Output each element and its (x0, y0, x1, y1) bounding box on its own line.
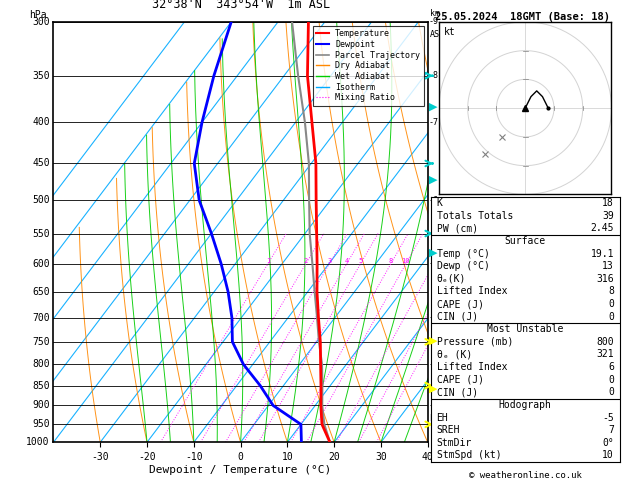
Text: PW (cm): PW (cm) (437, 224, 477, 233)
Text: 500: 500 (32, 195, 50, 205)
Text: 8: 8 (608, 286, 614, 296)
Text: 4: 4 (345, 258, 349, 264)
Text: ▶: ▶ (429, 384, 438, 394)
Text: CAPE (J): CAPE (J) (437, 375, 484, 385)
Text: 350: 350 (32, 70, 50, 81)
Text: 316: 316 (596, 274, 614, 284)
Text: Temp (°C): Temp (°C) (437, 248, 489, 259)
Text: Pressure (mb): Pressure (mb) (437, 337, 513, 347)
Text: Mixing Ratio (g/kg): Mixing Ratio (g/kg) (448, 216, 457, 312)
Text: 10: 10 (602, 451, 614, 460)
Text: LCL: LCL (429, 414, 444, 423)
Text: ▶: ▶ (429, 102, 438, 112)
Text: Lifted Index: Lifted Index (437, 362, 507, 372)
Text: 18: 18 (602, 198, 614, 208)
Text: 2: 2 (304, 258, 308, 264)
Text: 0: 0 (608, 312, 614, 322)
Text: 400: 400 (32, 117, 50, 127)
Text: Dewp (°C): Dewp (°C) (437, 261, 489, 271)
Text: -5: -5 (602, 413, 614, 422)
Text: 800: 800 (596, 337, 614, 347)
Text: ▶: ▶ (429, 335, 438, 345)
Text: 13: 13 (602, 261, 614, 271)
Text: 2.45: 2.45 (591, 224, 614, 233)
Text: 0: 0 (608, 375, 614, 385)
Text: 7: 7 (608, 425, 614, 435)
Text: -8: -8 (429, 71, 439, 80)
Text: 19.1: 19.1 (591, 248, 614, 259)
Text: -3: -3 (429, 313, 439, 322)
Text: 600: 600 (32, 259, 50, 269)
Text: 450: 450 (32, 158, 50, 169)
Text: 32°38'N  343°54'W  1m ASL: 32°38'N 343°54'W 1m ASL (152, 0, 330, 11)
Text: © weatheronline.co.uk: © weatheronline.co.uk (469, 471, 582, 480)
Text: 5: 5 (359, 258, 363, 264)
Text: 950: 950 (32, 419, 50, 429)
Text: -6: -6 (429, 196, 439, 205)
Text: 750: 750 (32, 337, 50, 347)
Text: -1: -1 (429, 401, 439, 410)
Text: Most Unstable: Most Unstable (487, 324, 564, 334)
Text: kt: kt (444, 27, 456, 37)
Text: StmDir: StmDir (437, 438, 472, 448)
Text: 3: 3 (327, 258, 331, 264)
Text: -2: -2 (429, 360, 439, 369)
Text: 6: 6 (608, 362, 614, 372)
Text: Lifted Index: Lifted Index (437, 286, 507, 296)
Text: -4: -4 (429, 260, 439, 268)
Text: 321: 321 (596, 349, 614, 360)
Text: -5: -5 (429, 229, 439, 238)
Text: -7: -7 (429, 118, 439, 127)
Text: 39: 39 (602, 211, 614, 221)
Text: 25.05.2024  18GMT (Base: 18): 25.05.2024 18GMT (Base: 18) (435, 12, 610, 22)
Text: Totals Totals: Totals Totals (437, 211, 513, 221)
Text: CIN (J): CIN (J) (437, 312, 477, 322)
Text: 850: 850 (32, 381, 50, 391)
Text: CIN (J): CIN (J) (437, 387, 477, 398)
Text: 0°: 0° (602, 438, 614, 448)
Legend: Temperature, Dewpoint, Parcel Trajectory, Dry Adiabat, Wet Adiabat, Isotherm, Mi: Temperature, Dewpoint, Parcel Trajectory… (313, 26, 423, 105)
Text: hPa: hPa (29, 10, 47, 20)
Text: 800: 800 (32, 359, 50, 369)
Text: ▶: ▶ (429, 248, 438, 258)
Text: θₑ(K): θₑ(K) (437, 274, 466, 284)
Text: 900: 900 (32, 400, 50, 411)
Text: 0: 0 (608, 387, 614, 398)
Text: SREH: SREH (437, 425, 460, 435)
Text: K: K (437, 198, 442, 208)
Text: 550: 550 (32, 228, 50, 239)
Text: 300: 300 (32, 17, 50, 27)
Text: StmSpd (kt): StmSpd (kt) (437, 451, 501, 460)
Text: CAPE (J): CAPE (J) (437, 299, 484, 309)
Text: 1: 1 (265, 258, 270, 264)
Text: θₑ (K): θₑ (K) (437, 349, 472, 360)
X-axis label: Dewpoint / Temperature (°C): Dewpoint / Temperature (°C) (150, 465, 331, 475)
Text: 0: 0 (608, 299, 614, 309)
Text: Hodograph: Hodograph (499, 400, 552, 410)
Text: -9: -9 (429, 17, 439, 26)
Text: 1000: 1000 (26, 437, 50, 447)
Text: EH: EH (437, 413, 448, 422)
Text: Surface: Surface (504, 236, 546, 246)
Text: ASL: ASL (430, 30, 445, 39)
Text: ▶: ▶ (429, 175, 438, 185)
Text: 650: 650 (32, 287, 50, 297)
Text: km: km (430, 9, 440, 17)
Text: 10: 10 (401, 258, 410, 264)
Text: 700: 700 (32, 312, 50, 323)
Text: 8: 8 (389, 258, 393, 264)
